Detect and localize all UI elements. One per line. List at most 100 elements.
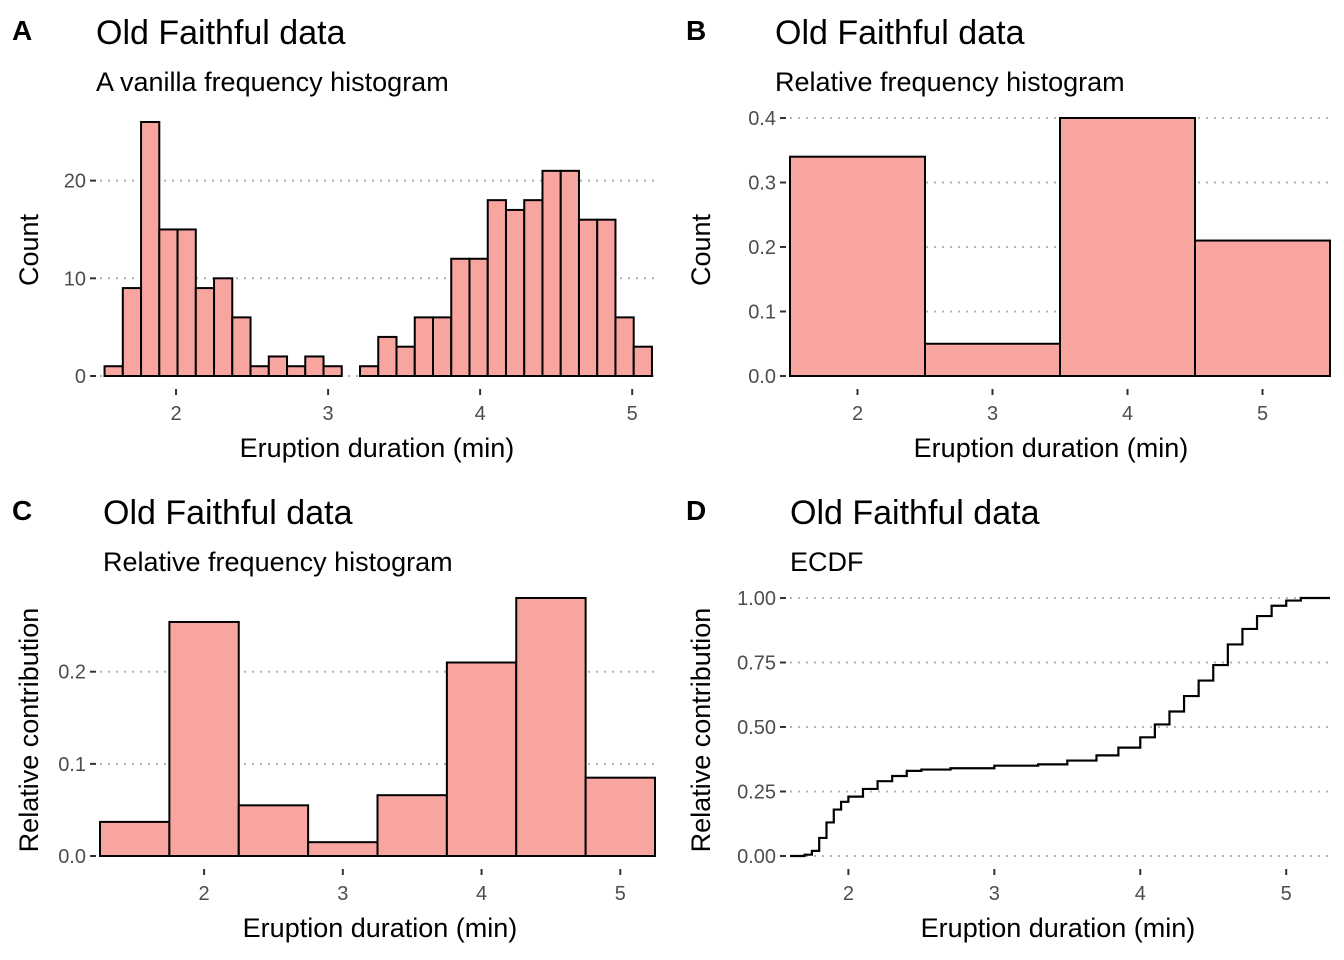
bar-a-24: [541, 169, 562, 377]
panel-a: A Old Faithful data A vanilla frequency …: [12, 14, 655, 463]
bar-a-15: [377, 335, 398, 377]
bar-a-18: [432, 316, 453, 377]
y-tick-label-b-1: 0.1: [748, 302, 776, 324]
x-tick-label-b-1: 3: [987, 403, 998, 425]
bar-a-3: [158, 228, 179, 377]
panel-subtitle-a: A vanilla frequency histogram: [96, 67, 449, 97]
bar-a-4: [176, 228, 197, 377]
bar-c-5: [445, 661, 518, 857]
bar-a-11: [304, 355, 325, 378]
panel-title-a: Old Faithful data: [96, 14, 346, 52]
x-tick-label-a-2: 4: [475, 403, 486, 425]
plot-area-c: 0.0 0.1 0.2 2 3 4 5: [58, 597, 656, 905]
bar-a-27: [596, 218, 617, 377]
x-tick-label-b-0: 2: [852, 403, 863, 425]
x-tick-label-d-0: 2: [843, 883, 854, 905]
y-axis-label-a: Count: [14, 213, 44, 286]
bar-a-0: [103, 365, 124, 378]
bar-c-3: [307, 841, 379, 858]
bar-a-16: [395, 345, 416, 378]
plot-area-d: 0.00 0.25 0.50 0.75 1.00 2 3 4 5: [737, 588, 1330, 905]
y-tick-label-c-2: 0.2: [58, 662, 86, 684]
panel-title-d: Old Faithful data: [790, 494, 1040, 532]
bar-a-25: [559, 169, 580, 377]
y-tick-label-b-0: 0.0: [748, 366, 776, 388]
x-tick-label-c-2: 4: [476, 883, 487, 905]
bar-c-1: [168, 620, 240, 858]
bar-b-0: [789, 155, 926, 377]
x-tick-label-d-2: 4: [1135, 883, 1146, 905]
y-axis-label-c: Relative contribution: [14, 608, 44, 853]
bar-a-17: [413, 316, 434, 377]
x-tick-label-a-0: 2: [170, 403, 181, 425]
y-tick-label-b-3: 0.3: [748, 173, 776, 195]
y-tick-label-d-2: 0.50: [737, 717, 776, 739]
x-tick-label-d-3: 5: [1281, 883, 1292, 905]
bar-a-7: [231, 316, 252, 377]
x-tick-label-d-1: 3: [989, 883, 1000, 905]
panel-subtitle-b: Relative frequency histogram: [775, 67, 1125, 97]
y-tick-label-a-1: 10: [64, 268, 86, 290]
bar-a-28: [614, 316, 635, 377]
bar-a-19: [450, 257, 471, 377]
bar-c-4: [376, 794, 448, 858]
x-axis-label-c: Eruption duration (min): [243, 913, 518, 943]
bar-a-26: [577, 218, 599, 377]
x-tick-label-c-3: 5: [615, 883, 626, 905]
panel-c: C Old Faithful data Relative frequency h…: [12, 494, 656, 943]
bar-a-29: [632, 345, 653, 378]
y-tick-label-d-3: 0.75: [737, 653, 776, 675]
bar-a-5: [194, 287, 216, 378]
x-tick-label-a-1: 3: [323, 403, 334, 425]
x-axis-label-d: Eruption duration (min): [921, 913, 1196, 943]
bar-a-10: [286, 365, 307, 378]
bar-c-0: [99, 820, 171, 858]
x-tick-label-a-3: 5: [627, 403, 638, 425]
panel-tag-d: D: [686, 495, 706, 526]
y-tick-label-d-0: 0.00: [737, 846, 776, 868]
bar-a-6: [213, 277, 234, 377]
bar-a-9: [267, 355, 289, 378]
y-tick-label-c-0: 0.0: [58, 846, 86, 868]
x-tick-label-b-3: 5: [1257, 403, 1268, 425]
y-tick-label-a-0: 0: [75, 366, 86, 388]
bar-c-7: [584, 776, 656, 858]
panel-subtitle-c: Relative frequency histogram: [103, 547, 453, 577]
x-tick-label-b-2: 4: [1122, 403, 1133, 425]
panel-b: B Old Faithful data Relative frequency h…: [686, 14, 1331, 463]
y-axis-label-d: Relative contribution: [686, 608, 716, 853]
bar-a-8: [249, 365, 270, 378]
panel-title-b: Old Faithful data: [775, 14, 1025, 52]
panel-tag-b: B: [686, 15, 706, 46]
bar-a-21: [486, 199, 507, 377]
x-tick-label-c-1: 3: [337, 883, 348, 905]
bar-a-1: [121, 287, 143, 378]
y-tick-label-b-4: 0.4: [748, 108, 776, 130]
bar-a-20: [468, 257, 489, 377]
ecdf-line-d: [790, 596, 1330, 858]
panel-subtitle-d: ECDF: [790, 547, 864, 577]
panel-d: D Old Faithful data ECDF Eruption durati…: [686, 494, 1330, 943]
y-tick-label-c-1: 0.1: [58, 754, 86, 776]
bar-c-6: [515, 597, 587, 857]
y-tick-label-a-2: 20: [64, 171, 86, 193]
bar-b-2: [1059, 117, 1196, 377]
bar-a-22: [504, 208, 526, 377]
panel-title-c: Old Faithful data: [103, 494, 353, 532]
panel-tag-c: C: [12, 495, 32, 526]
plot-area-a: 0 10 20 2 3 4 5: [64, 121, 655, 425]
y-tick-label-d-1: 0.25: [737, 782, 776, 804]
plot-area-b: 0.0 0.1 0.2 0.3 0.4 2 3 4 5: [748, 108, 1331, 425]
panel-tag-a: A: [12, 15, 32, 46]
bar-a-12: [322, 365, 343, 378]
x-axis-label-a: Eruption duration (min): [240, 433, 515, 463]
x-axis-label-b: Eruption duration (min): [914, 433, 1189, 463]
bar-c-2: [237, 804, 310, 857]
bar-a-14: [359, 365, 380, 378]
bar-a-2: [140, 121, 161, 377]
x-tick-label-c-0: 2: [199, 883, 210, 905]
bar-b-1: [924, 342, 1061, 377]
y-tick-label-b-2: 0.2: [748, 237, 776, 259]
y-axis-label-b: Count: [686, 213, 716, 286]
